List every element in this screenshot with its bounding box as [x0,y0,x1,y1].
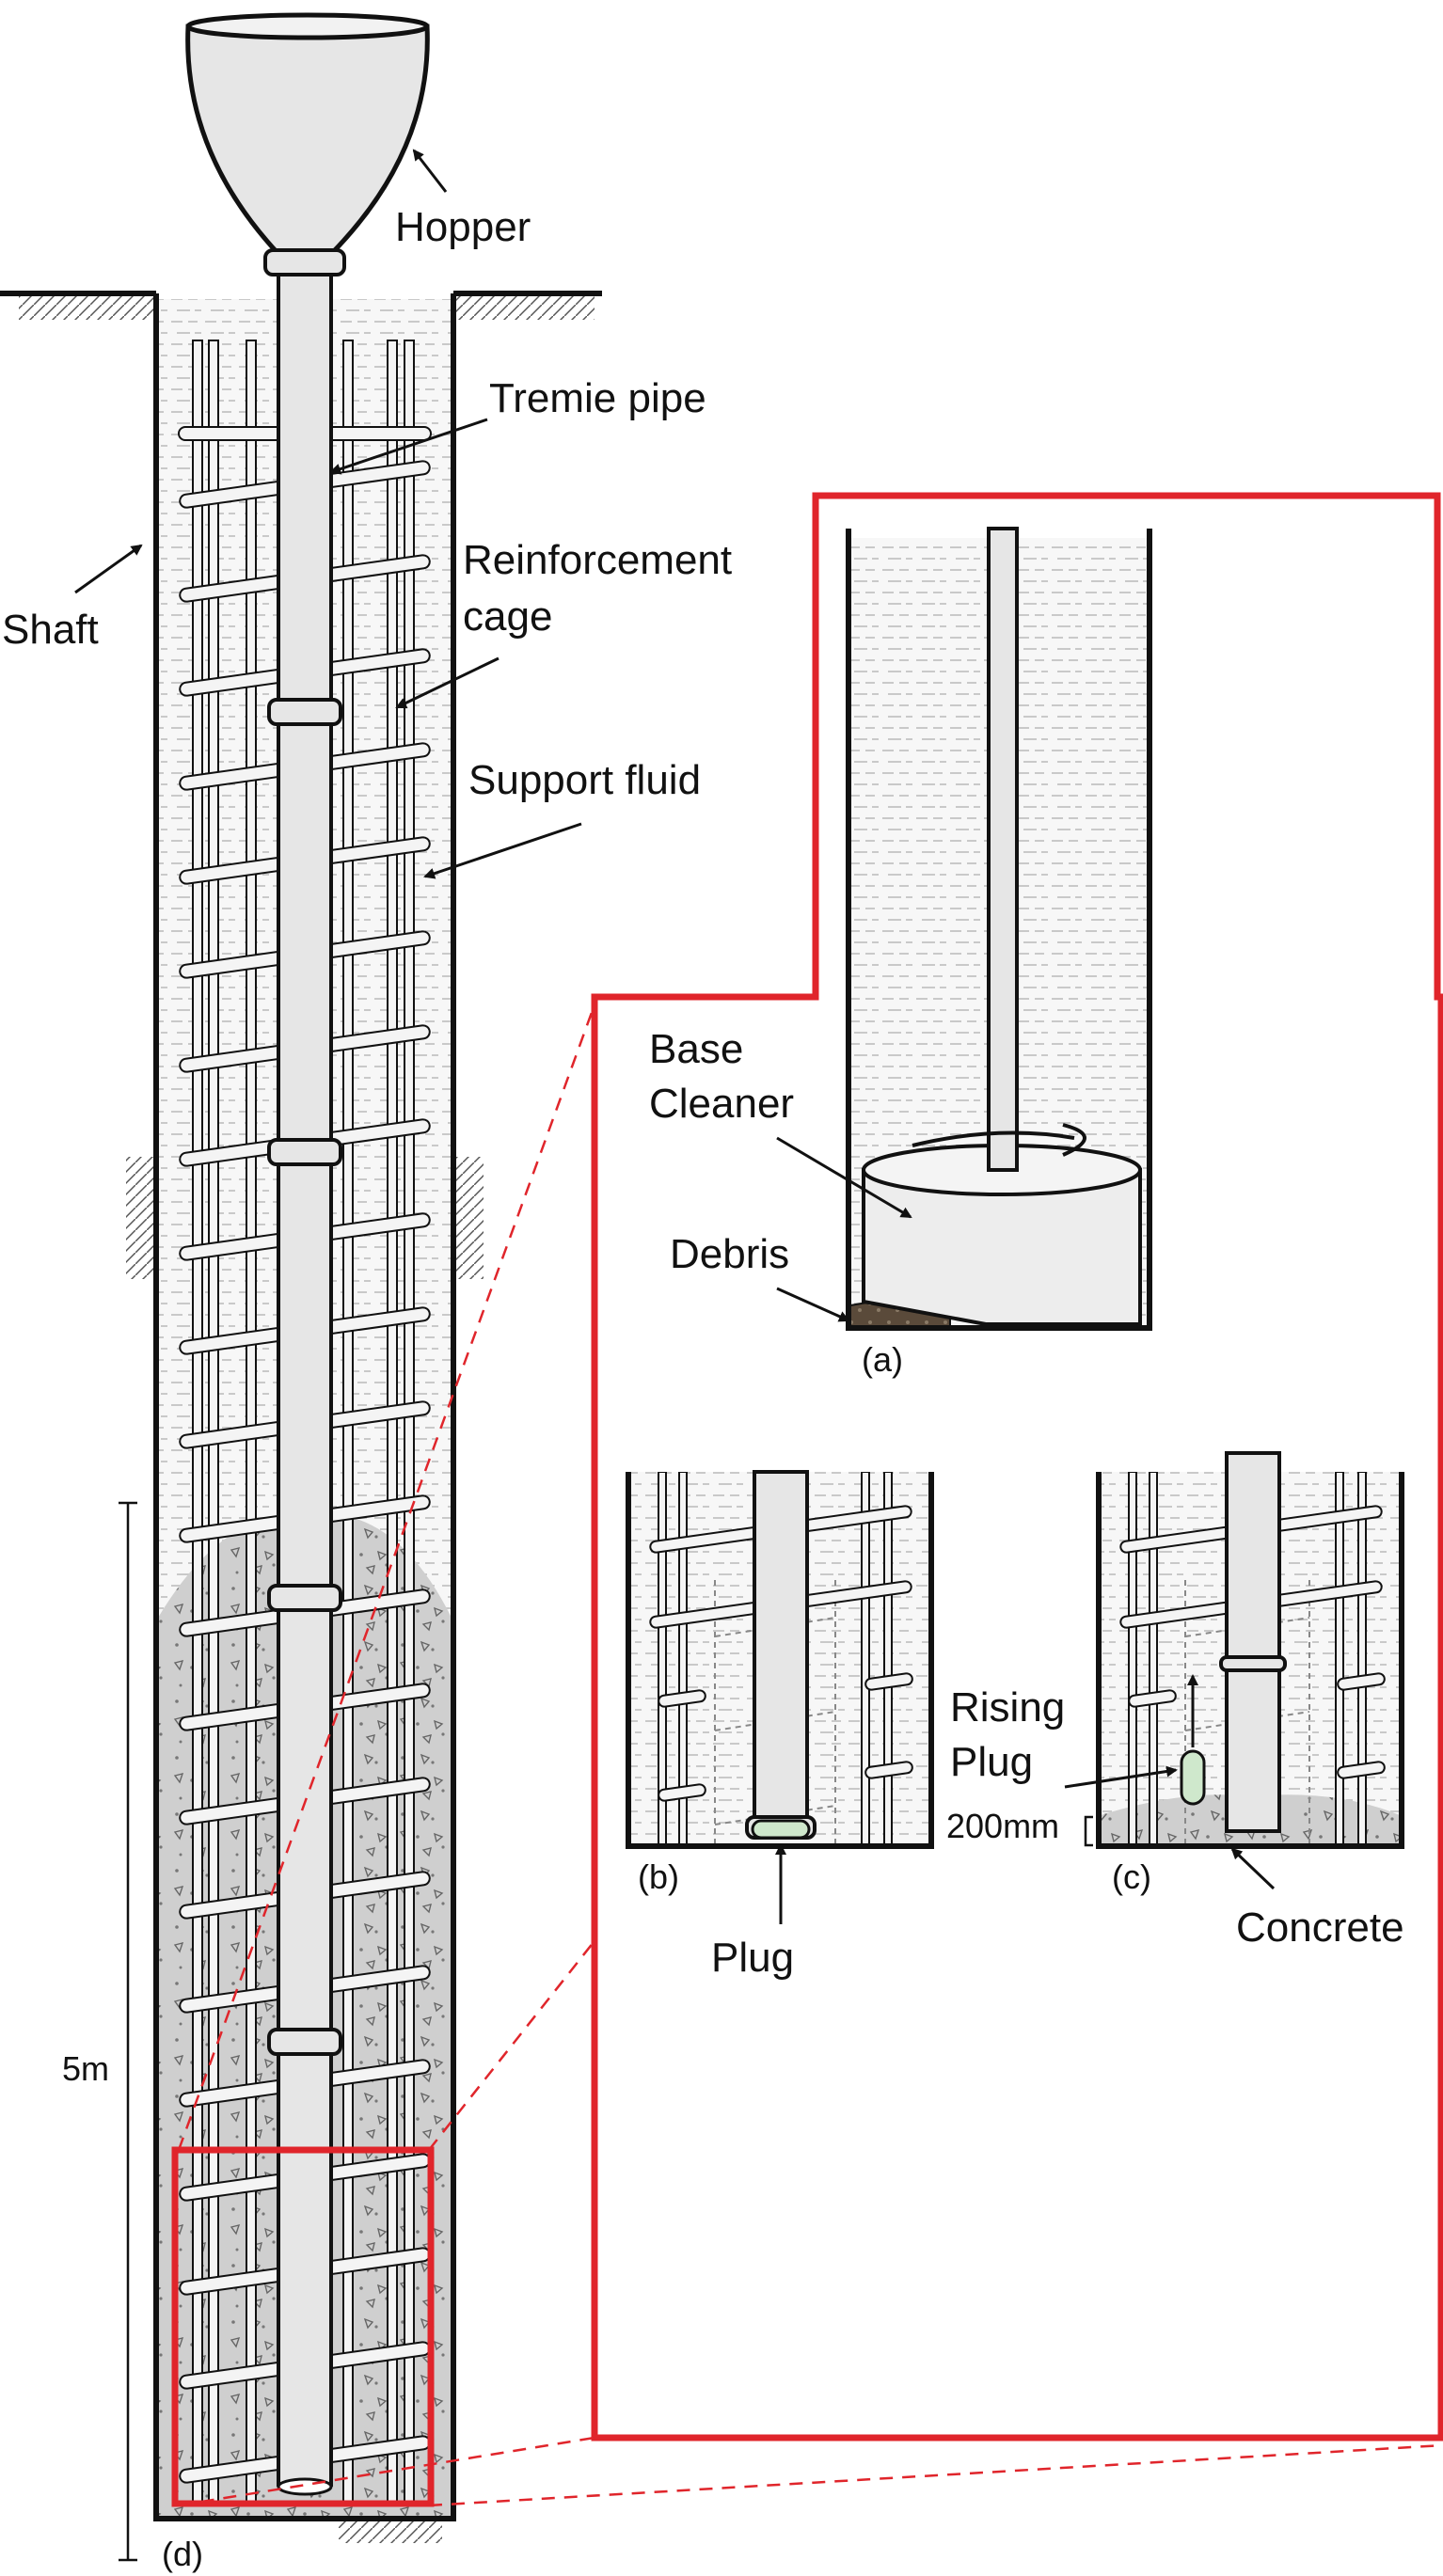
main-labels: Hopper Tremie pipe Reinforcement cage Su… [2,149,732,2573]
label-hopper: Hopper [395,204,531,250]
rising-plug-shape [1180,1749,1206,1806]
panel-a-base-cleaner: Base Cleaner Debris (a) [649,527,1152,1379]
shaft-walls [153,293,456,2521]
ground-surface [0,291,602,2543]
dimension-5m [119,1501,137,2562]
cleaner-kelly-bar [987,527,1019,1172]
label-reinforcement-1: Reinforcement [463,537,732,583]
panel-c-label: (c) [1112,1857,1151,1896]
panel-c-pipe-joint [1219,1655,1287,1672]
panel-b-plug: (b) Plug [626,1470,934,1981]
pipe-joints [267,698,342,2056]
label-support-fluid: Support fluid [468,757,701,803]
label-debris: Debris [670,1231,789,1277]
detail-connector-lines [177,996,1443,2507]
panel-b-pipe [753,1470,809,1824]
main-shaft-view: 5m [0,12,602,2562]
label-200mm: 200mm [946,1807,1059,1845]
label-rising-plug-2: Plug [950,1739,1033,1785]
label-base-cleaner-1: Base [649,1026,743,1072]
detail-highlight-box [171,2146,435,2507]
panel-a-label: (a) [862,1340,903,1379]
dimension-5m-label: 5m [62,2049,109,2088]
panel-c-pipe [1225,1451,1281,1833]
label-reinforcement-2: cage [463,593,552,640]
rotation-arrow [912,1130,1075,1147]
label-concrete: Concrete [1236,1904,1404,1951]
label-base-cleaner-2: Cleaner [649,1081,794,1127]
label-tremie-pipe: Tremie pipe [489,375,706,421]
detail-panel-frame [591,492,1443,2442]
dimension-200mm [1084,1815,1093,1847]
label-plug: Plug [711,1935,794,1981]
hopper [185,12,430,277]
panel-d-label: (d) [162,2535,203,2573]
label-shaft: Shaft [2,607,99,653]
panel-b-label: (b) [638,1857,679,1896]
tremie-pipe [267,271,342,2496]
label-rising-plug-1: Rising [950,1684,1065,1731]
panel-c-rising-plug: Rising Plug 200mm (c) Concrete [946,1451,1404,1951]
plug-shape [751,1819,811,1840]
